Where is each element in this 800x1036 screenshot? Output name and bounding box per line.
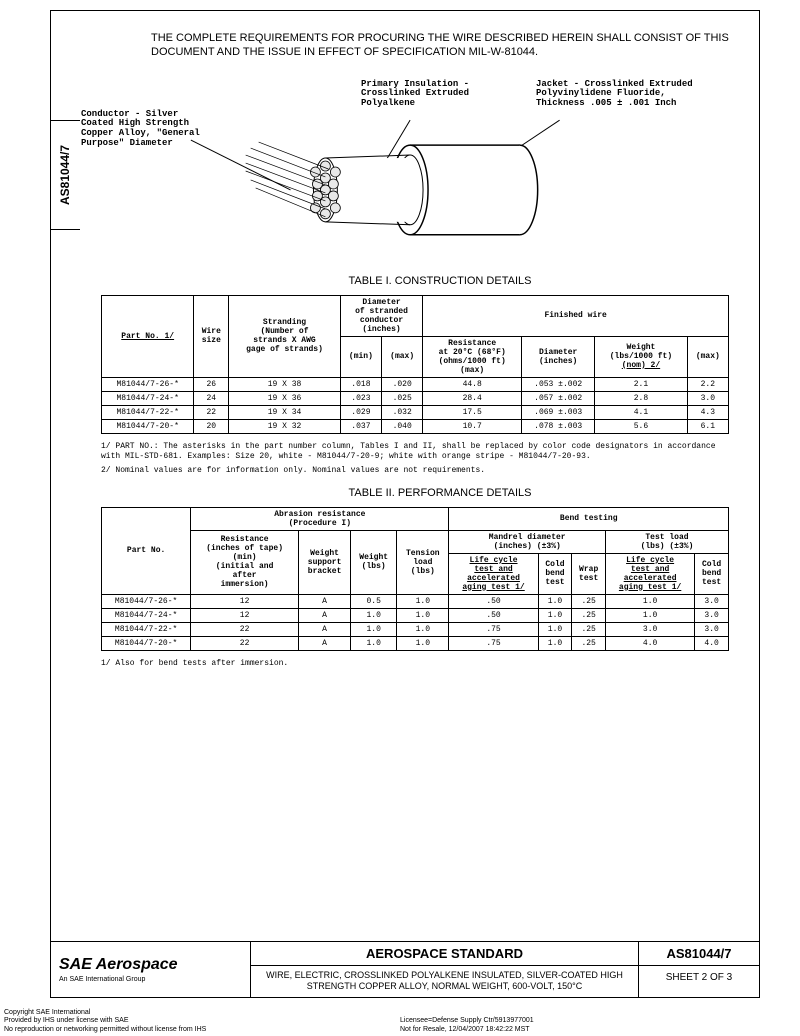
- t2-row: M81044/7-24-*12A1.01.0.501.0.251.03.0: [102, 608, 729, 622]
- copy-l2: Provided by IHS under license with SAE: [4, 1017, 206, 1025]
- t1-h-res: Resistanceat 20°C (68°F)(ohms/1000 ft)(m…: [423, 336, 522, 377]
- t2-h-part: Part No.: [102, 507, 191, 594]
- t1-h-fin: Finished wire: [423, 295, 729, 336]
- t1-row: M81044/7-20-*2019 X 32.037.04010.7.078 ±…: [102, 419, 729, 433]
- t2-note1: 1/ Also for bend tests after immersion.: [101, 659, 729, 669]
- t2-row: M81044/7-20-*22A1.01.0.751.0.254.04.0: [102, 636, 729, 650]
- t2-h-bend: Bend testing: [449, 507, 729, 530]
- t1-h-partno: Part No. 1/: [102, 295, 194, 377]
- table1: Part No. 1/ Wiresize Stranding(Number of…: [101, 295, 729, 434]
- t2-h-tl: Tensionload(lbs): [397, 530, 449, 594]
- t2-h-wt: Weight(lbs): [351, 530, 397, 594]
- insulation-label: Primary Insulation -Crosslinked Extruded…: [361, 80, 469, 110]
- footer-left: SAE Aerospace An SAE International Group: [51, 942, 251, 997]
- t2-h-res: Resistance(inches of tape)(min)(initial …: [191, 530, 299, 594]
- cable-figure: Conductor - SilverCoated High StrengthCo…: [151, 80, 729, 260]
- t1-h-wnom: Weight(lbs/1000 ft)(nom) 2/: [595, 336, 687, 377]
- t1-note2: 2/ Nominal values are for information on…: [101, 466, 729, 476]
- footer-block: SAE Aerospace An SAE International Group…: [51, 941, 759, 997]
- side-tab: AS81044/7: [50, 120, 80, 230]
- t2-h-lc1: Life cycletest andacceleratedaging test …: [449, 553, 538, 594]
- sae-logo: SAE Aerospace: [59, 956, 242, 974]
- page-frame: THE COMPLETE REQUIREMENTS FOR PROCURING …: [50, 10, 760, 998]
- conductor-label: Conductor - SilverCoated High StrengthCo…: [81, 110, 200, 150]
- t2-h-mandrel: Mandrel diameter(inches) (±3%): [449, 530, 606, 553]
- t2-h-wrap: Wraptest: [572, 553, 606, 594]
- table1-title: TABLE I. CONSTRUCTION DETAILS: [151, 275, 729, 287]
- copy-l1: Copyright SAE International: [4, 1009, 206, 1017]
- t2-h-wb: Weightsupportbracket: [298, 530, 350, 594]
- t2-h-lc2: Life cycletest andacceleratedaging test …: [605, 553, 694, 594]
- table2-notes: 1/ Also for bend tests after immersion.: [101, 659, 729, 669]
- t2-row: M81044/7-26-*12A0.51.0.501.0.251.03.0: [102, 594, 729, 608]
- spec-number: AS81044/7: [639, 942, 759, 966]
- tab-spec-number: AS81044/7: [59, 145, 73, 205]
- t2-h-cb2: Coldbendtest: [695, 553, 729, 594]
- t1-row: M81044/7-24-*2419 X 36.023.02528.4.057 ±…: [102, 391, 729, 405]
- t2-h-abr: Abrasion resistance(Procedure I): [191, 507, 449, 530]
- footer-mid: AEROSPACE STANDARD WIRE, ELECTRIC, CROSS…: [251, 942, 639, 997]
- sae-subtitle: An SAE International Group: [59, 976, 242, 983]
- t2-row: M81044/7-22-*22A1.01.0.751.0.253.03.0: [102, 622, 729, 636]
- table2: Part No. Abrasion resistance(Procedure I…: [101, 507, 729, 651]
- t1-h-dmax: (max): [382, 336, 423, 377]
- table1-notes: 1/ PART NO.: The asterisks in the part n…: [101, 442, 729, 477]
- copyright-left: Copyright SAE International Provided by …: [4, 1009, 206, 1034]
- table2-title: TABLE II. PERFORMANCE DETAILS: [151, 487, 729, 499]
- copy-r2: Not for Resale, 12/04/2007 18:42:22 MST: [400, 1026, 534, 1034]
- footer-right: AS81044/7 SHEET 2 OF 3: [639, 942, 759, 997]
- t1-h-fdia: Diameter(inches): [522, 336, 595, 377]
- t1-h-dmin: (min): [340, 336, 381, 377]
- t1-row: M81044/7-26-*2619 X 38.018.02044.8.053 ±…: [102, 377, 729, 391]
- sheet-number: SHEET 2 OF 3: [639, 966, 759, 989]
- t2-h-cb1: Coldbendtest: [538, 553, 572, 594]
- t1-h-size: Wiresize: [194, 295, 229, 377]
- copyright-right: Licensee=Defense Supply Ctr/5913977001 N…: [400, 1017, 534, 1034]
- copy-r1: Licensee=Defense Supply Ctr/5913977001: [400, 1017, 534, 1025]
- t1-h-strand: Stranding(Number ofstrands X AWGgage of …: [229, 295, 341, 377]
- t1-h-wmax: (max): [687, 336, 728, 377]
- t1-note1: 1/ PART NO.: The asterisks in the part n…: [101, 442, 729, 463]
- std-title: AEROSPACE STANDARD: [251, 942, 638, 966]
- t2-h-tload: Test load(lbs) (±3%): [605, 530, 728, 553]
- content-area: THE COMPLETE REQUIREMENTS FOR PROCURING …: [51, 11, 759, 669]
- t1-h-dia: Diameterof strandedconductor(inches): [340, 295, 423, 336]
- intro-text: THE COMPLETE REQUIREMENTS FOR PROCURING …: [151, 31, 729, 60]
- jacket-label: Jacket - Crosslinked ExtrudedPolyvinylid…: [536, 80, 693, 110]
- std-desc: WIRE, ELECTRIC, CROSSLINKED POLYALKENE I…: [251, 966, 638, 997]
- copy-l3: No reproduction or networking permitted …: [4, 1026, 206, 1034]
- t1-row: M81044/7-22-*2219 X 34.029.03217.5.069 ±…: [102, 405, 729, 419]
